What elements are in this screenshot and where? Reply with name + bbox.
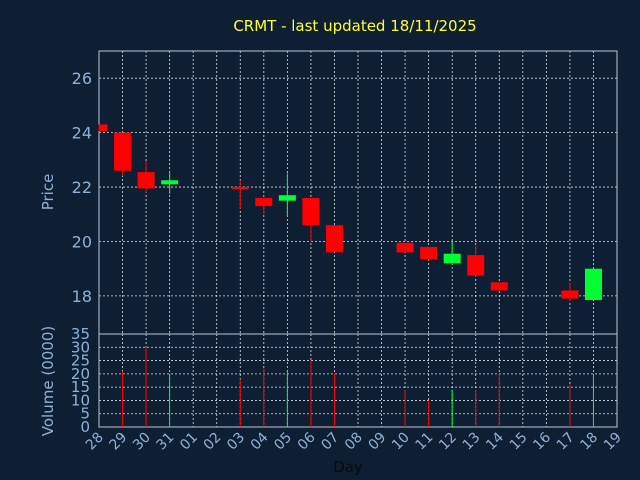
x-tick-label: 13 — [460, 430, 484, 454]
candle-body — [561, 290, 579, 299]
candle-body — [137, 172, 155, 189]
candle-body — [255, 197, 273, 207]
candle-body — [467, 255, 485, 276]
candle-body — [490, 282, 508, 291]
candle-body — [325, 225, 343, 253]
candle-body — [396, 242, 414, 253]
candle-body — [161, 180, 179, 185]
candle-body — [584, 268, 602, 300]
x-tick-label: 14 — [483, 429, 507, 453]
volume-grid — [98, 334, 618, 427]
volume-tick-label: 15 — [71, 378, 90, 396]
x-tick-label: 08 — [342, 430, 366, 454]
x-tick-label: 05 — [271, 430, 295, 454]
x-tick-label: 01 — [177, 430, 201, 454]
chart-title: CRMT - last updated 18/11/2025 — [233, 17, 476, 35]
candle-body — [443, 253, 461, 264]
x-ticks: 28 29 30 31 01 02 03 04 05 06 07 08 09 10 11 12 13 14 15 16… — [83, 429, 625, 453]
x-tick-label: 06 — [295, 429, 319, 453]
price-tick-label: 24 — [72, 124, 92, 143]
candle-body — [278, 195, 296, 201]
volume-panel-frame — [98, 333, 618, 428]
volume-tick-label: 10 — [71, 391, 90, 409]
x-tick-label: 15 — [507, 430, 531, 454]
x-tick-label: 17 — [554, 430, 578, 454]
volume-tick-label: 5 — [80, 405, 90, 423]
candle-body — [99, 124, 108, 132]
candle-body — [231, 187, 249, 190]
x-tick-label: 02 — [201, 430, 225, 454]
candle-body — [114, 132, 132, 171]
candle-body — [302, 197, 320, 226]
price-grid — [98, 51, 618, 334]
x-tick-label: 10 — [389, 430, 413, 454]
volume-tick-label: 30 — [71, 338, 90, 356]
x-tick-label: 30 — [130, 430, 154, 454]
price-tick-label: 18 — [72, 287, 92, 306]
volume-tick-label: 0 — [80, 418, 90, 436]
price-y-ticks: 18 20 22 24 26 — [72, 69, 92, 306]
volume-tick-label: 25 — [71, 352, 90, 370]
x-tick-label: 29 — [106, 430, 130, 454]
x-tick-label: 03 — [224, 430, 248, 454]
x-tick-label: 31 — [154, 430, 178, 454]
x-tick-label: 09 — [365, 430, 389, 454]
x-tick-label: 19 — [601, 430, 625, 454]
x-tick-label: 04 — [248, 429, 272, 453]
price-axis-label: Price — [39, 174, 57, 211]
x-tick-label: 11 — [413, 430, 437, 454]
volume-tick-label: 35 — [71, 325, 90, 343]
volume-bars — [122, 347, 594, 427]
x-tick-label: 12 — [436, 430, 460, 454]
volume-tick-label: 20 — [71, 365, 90, 383]
price-tick-label: 20 — [72, 232, 92, 251]
candles — [98, 124, 602, 302]
candle-body — [420, 246, 438, 260]
x-axis-label: Day — [333, 458, 363, 476]
price-tick-label: 26 — [72, 69, 92, 88]
x-tick-label: 16 — [530, 429, 554, 453]
x-tick-label: 18 — [577, 430, 601, 454]
volume-axis-label: Volume (0000) — [39, 326, 57, 436]
price-tick-label: 22 — [72, 178, 92, 197]
x-tick-label: 07 — [318, 430, 342, 454]
